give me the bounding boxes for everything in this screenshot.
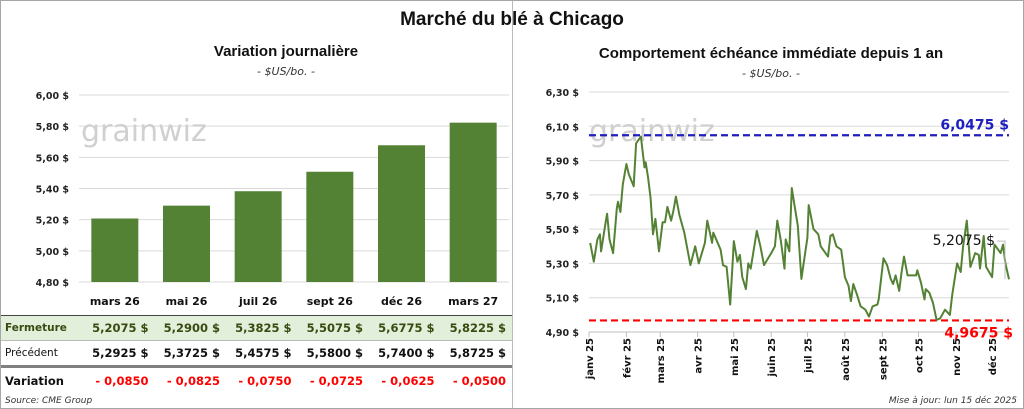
bar	[234, 191, 282, 282]
bar	[163, 205, 210, 282]
y-tick-label: 6,00 $	[36, 91, 69, 102]
y-tick-label: 5,70 $	[546, 191, 579, 202]
table-row-fermeture: Fermeture 5,2075 $ 5,2900 $ 5,3825 $ 5,5…	[1, 315, 512, 340]
x-tick-label: déc 26	[381, 295, 422, 308]
panel-divider	[512, 1, 513, 408]
cell: - 0,0750	[238, 374, 292, 388]
source-note: Source: CME Group	[5, 396, 93, 406]
cell: 5,7400 $	[378, 346, 435, 360]
y-tick-label: 5,20 $	[36, 216, 69, 227]
min-price-label: 4,9675 $	[944, 325, 1013, 341]
row-label: Précédent	[5, 347, 58, 359]
x-tick-label: août 25	[840, 338, 852, 381]
row-label: Variation	[5, 374, 64, 388]
x-tick-label: mai 25	[730, 338, 741, 376]
cell: 5,8225 $	[449, 321, 506, 335]
cell: 5,5075 $	[306, 321, 363, 335]
y-tick-label: 5,50 $	[546, 225, 579, 236]
cell: - 0,0500	[452, 374, 506, 388]
y-tick-label: 5,40 $	[36, 185, 69, 196]
x-tick-label: juil 25	[803, 338, 814, 374]
x-tick-label: déc 25	[987, 338, 999, 375]
right-chart-unit: - $US/bo. -	[742, 67, 800, 80]
y-tick-label: 5,00 $	[36, 247, 69, 258]
table-row-variation: Variation - 0,0850 - 0,0825 - 0,0750 - 0…	[1, 369, 512, 393]
cell: - 0,0850	[95, 374, 149, 388]
y-tick-label: 6,30 $	[546, 88, 579, 99]
y-tick-label: 4,90 $	[546, 328, 579, 339]
x-tick-label: mai 26	[166, 295, 208, 308]
cell: 5,6775 $	[378, 321, 435, 335]
bar	[91, 218, 139, 282]
bar	[378, 145, 425, 282]
cell: 5,8725 $	[449, 346, 506, 360]
left-chart-unit: - $US/bo. -	[257, 65, 315, 78]
x-tick-label: nov 25	[952, 338, 963, 376]
bar-chart: 4,80 $ 5,00 $ 5,20 $ 5,40 $ 5,60 $ 5,80 $ 6,00…	[36, 91, 509, 308]
cell: 5,2925 $	[92, 346, 149, 360]
cell: 5,3825 $	[235, 321, 292, 335]
x-tick-label: févr 25	[621, 338, 633, 378]
cell: - 0,0825	[166, 374, 220, 388]
x-tick-label: oct 25	[914, 338, 925, 373]
cell: - 0,0725	[309, 374, 363, 388]
grainwiz-watermark: grainwiz	[589, 114, 715, 149]
x-tick-label: janv 25	[585, 338, 596, 380]
y-tick-label: 6,10 $	[546, 122, 579, 133]
last-price-label: 5,2075 $	[933, 233, 995, 249]
table-row-precedent: Précédent 5,2925 $ 5,3725 $ 5,4575 $ 5,5…	[1, 340, 512, 368]
cell: 5,2900 $	[163, 321, 220, 335]
x-tick-label: juil 26	[238, 295, 278, 308]
last-label-leader	[997, 240, 1006, 280]
bar	[306, 171, 354, 282]
max-price-label: 6,0475 $	[940, 117, 1009, 133]
x-tick-label: mars 27	[448, 295, 498, 308]
left-chart-title: Variation journalière	[213, 43, 359, 60]
cell: 5,4575 $	[235, 346, 292, 360]
y-tick-label: 5,10 $	[546, 294, 579, 305]
line-chart: 4,90 $ 5,10 $ 5,30 $ 5,50 $ 5,70 $ 5,90 $ 6,10…	[546, 88, 1013, 383]
cell: 5,5800 $	[306, 346, 363, 360]
row-label: Fermeture	[5, 322, 67, 334]
grainwiz-watermark: grainwiz	[81, 114, 207, 149]
x-tick-label: avr 25	[694, 338, 705, 374]
x-tick-label: sept 25	[878, 338, 889, 380]
y-tick-label: 5,30 $	[546, 259, 579, 270]
x-tick-label: mars 26	[90, 295, 140, 308]
x-tick-label: juin 25	[767, 338, 778, 378]
x-tick-label: sept 26	[307, 295, 354, 308]
y-tick-label: 5,60 $	[36, 153, 69, 164]
cell: 5,2075 $	[92, 321, 149, 335]
price-series-line	[589, 135, 1010, 321]
x-tick-label: mars 25	[656, 338, 667, 383]
y-tick-label: 5,90 $	[546, 157, 579, 168]
cell: - 0,0625	[381, 374, 435, 388]
update-note: Mise à jour: lun 15 déc 2025	[888, 396, 1017, 406]
y-tick-label: 4,80 $	[36, 278, 69, 289]
bar	[449, 122, 497, 282]
right-chart-title: Comportement échéance immédiate depuis 1…	[598, 45, 944, 62]
page-title: Marché du blé à Chicago	[400, 9, 624, 30]
y-tick-label: 5,80 $	[36, 122, 69, 133]
cell: 5,3725 $	[163, 346, 220, 360]
